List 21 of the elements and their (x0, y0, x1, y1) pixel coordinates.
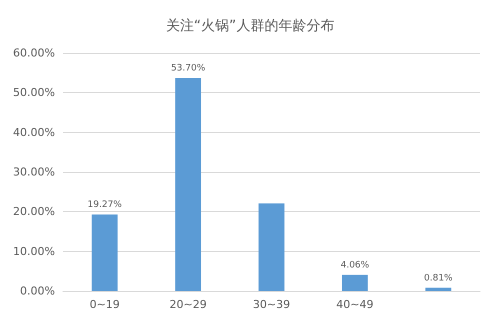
y-tick-label: 0.00% (20, 284, 55, 298)
data-label: 4.06% (340, 260, 370, 270)
bar (258, 203, 284, 291)
x-tick-label: 0~19 (90, 298, 120, 311)
y-tick-label: 50.00% (13, 86, 55, 100)
x-tick-label: 20~29 (169, 298, 207, 311)
bar (425, 288, 452, 291)
bar (92, 214, 118, 291)
y-tick-label: 20.00% (13, 205, 55, 218)
chart-title: 关注“火锅”人群的年龄分布 (166, 18, 334, 34)
data-label: 19.27% (88, 200, 122, 210)
y-tick-label: 10.00% (13, 244, 55, 258)
y-tick-label: 60.00% (13, 46, 55, 60)
data-label: 0.81% (424, 273, 454, 284)
data-label: 53.70% (170, 63, 206, 74)
x-tick-label: 40~49 (336, 298, 374, 311)
bar (175, 78, 202, 291)
y-tick-label: 40.00% (13, 126, 55, 139)
x-tick-label: 30~39 (252, 298, 290, 311)
y-tick-label: 30.00% (13, 166, 55, 178)
bar (342, 274, 368, 291)
